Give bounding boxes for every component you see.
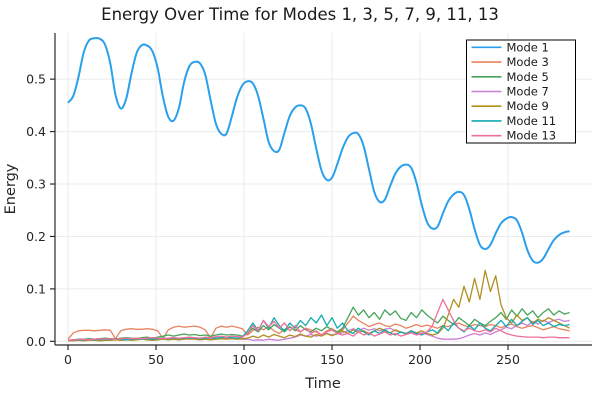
series-line-mode-1 xyxy=(67,37,570,264)
y-axis-label: Energy xyxy=(3,163,19,214)
y-tick-label: 0.5 xyxy=(26,72,46,87)
y-tick-label: 0.3 xyxy=(26,177,46,192)
axis-layer: 0 50 100 150 200 250 0.0 0.1 0.2 0.3 0.4 0.5 xyxy=(26,33,592,367)
legend-entry-mode-5: Mode 5 xyxy=(471,70,549,84)
x-tick-label: 200 xyxy=(408,352,432,367)
legend-label: Mode 7 xyxy=(507,85,549,99)
legend-label: Mode 9 xyxy=(507,99,549,113)
legend-entry-mode-9: Mode 9 xyxy=(471,99,549,113)
x-tick-label: 0 xyxy=(64,352,72,367)
legend-label: Mode 13 xyxy=(507,129,557,143)
y-tick-label: 0.2 xyxy=(26,229,46,244)
x-tick-label: 150 xyxy=(320,352,344,367)
x-tick-label: 100 xyxy=(232,352,256,367)
x-axis-label: Time xyxy=(304,376,341,392)
x-tick-label: 250 xyxy=(496,352,520,367)
legend-entry-mode-7: Mode 7 xyxy=(471,85,549,99)
series-line-mode-13 xyxy=(67,298,570,341)
y-tick-label: 0.0 xyxy=(26,334,46,349)
legend-entry-mode-1: Mode 1 xyxy=(471,40,549,54)
legend-entry-mode-11: Mode 11 xyxy=(471,114,557,128)
y-tick-label: 0.4 xyxy=(26,124,46,139)
legend-entry-mode-3: Mode 3 xyxy=(471,55,549,69)
legend-label: Mode 11 xyxy=(507,114,557,128)
x-tick-label: 50 xyxy=(148,352,164,367)
legend-label: Mode 1 xyxy=(507,40,549,54)
chart-title: Energy Over Time for Modes 1, 3, 5, 7, 9… xyxy=(101,5,499,24)
series-line-mode-11 xyxy=(67,314,570,341)
legend-label: Mode 5 xyxy=(507,70,549,84)
series-line-mode-9 xyxy=(68,269,570,342)
legend-entry-mode-13: Mode 13 xyxy=(471,129,557,143)
series-layer xyxy=(67,37,570,342)
legend-label: Mode 3 xyxy=(507,55,549,69)
y-tick-label: 0.1 xyxy=(26,281,46,296)
